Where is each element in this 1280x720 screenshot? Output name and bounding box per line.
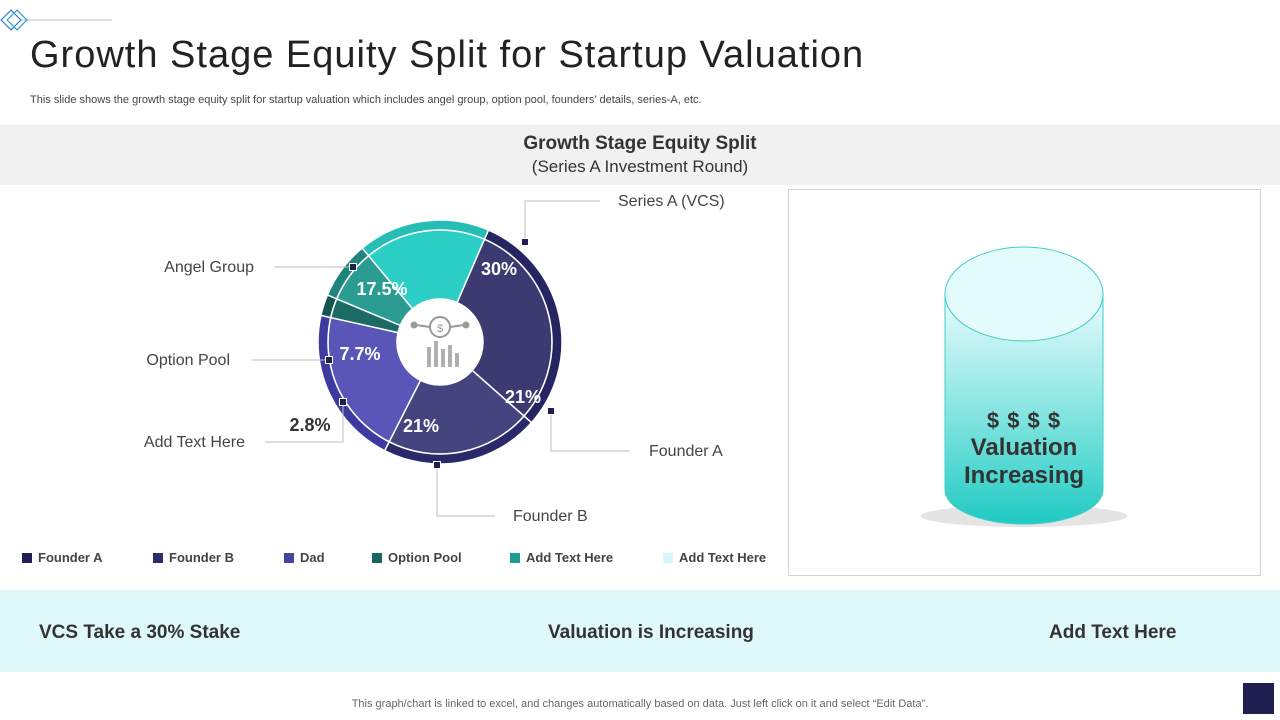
leader-line-add-text-here bbox=[265, 402, 344, 443]
legend-item-add-text-1: Add Text Here bbox=[510, 550, 613, 565]
equity-donut-chart[interactable]: Series A (VCS) 30% Founder A 21% Founder B 21… bbox=[0, 185, 790, 585]
value-label-founder-a: 21% bbox=[505, 387, 541, 407]
value-label-series-a-vcs: 30% bbox=[481, 259, 517, 279]
chart-legend: Founder A Founder B Dad Option Pool Add … bbox=[22, 550, 792, 570]
valuation-panel: $ $ $ $ Valuation Increasing bbox=[788, 189, 1261, 576]
leader-line-series-a-vcs bbox=[524, 200, 600, 242]
value-label-founder-b: 21% bbox=[403, 416, 439, 436]
corner-square bbox=[1243, 683, 1274, 714]
stat-add-text: Add Text Here bbox=[1049, 622, 1177, 643]
dollar-signs: $ $ $ $ bbox=[986, 408, 1062, 433]
legend-label: Add Text Here bbox=[679, 550, 767, 565]
cylinder-label: $ $ $ $ Valuation Increasing bbox=[919, 408, 1129, 490]
valuation-line-2: Increasing bbox=[963, 462, 1085, 489]
callout-option-pool: Option Pool bbox=[146, 352, 230, 369]
cylinder-graphic bbox=[921, 246, 1127, 527]
callout-series-a-vcs: Series A (VCS) bbox=[618, 193, 725, 210]
legend-swatch bbox=[22, 552, 32, 563]
svg-text:$: $ bbox=[437, 323, 443, 335]
callout-founder-b: Founder B bbox=[513, 508, 588, 525]
legend-item-founder-b: Founder B bbox=[153, 550, 234, 565]
value-label-option-pool: 7.7% bbox=[339, 344, 380, 364]
legend-item-dad: Dad bbox=[284, 550, 325, 565]
callout-angel-group: Angel Group bbox=[164, 259, 254, 276]
legend-swatch bbox=[372, 552, 382, 563]
value-label-angel-group: 17.5% bbox=[356, 279, 407, 299]
donut-hole bbox=[397, 299, 483, 385]
valuation-line-1: Valuation bbox=[970, 434, 1078, 461]
money-chart-icon: $ bbox=[410, 316, 470, 367]
page-title: Growth Stage Equity Split for Startup Va… bbox=[30, 34, 865, 76]
leader-dot-founder-a bbox=[547, 407, 555, 415]
stat-valuation: Valuation is Increasing bbox=[548, 622, 754, 643]
slice-ring-angel-group bbox=[361, 219, 490, 257]
legend-label: Add Text Here bbox=[526, 550, 614, 565]
legend-item-option-pool: Option Pool bbox=[372, 550, 462, 565]
leader-dot-add-text-here bbox=[339, 398, 347, 406]
legend-swatch bbox=[284, 552, 294, 563]
legend-label: Founder B bbox=[169, 550, 234, 565]
legend-label: Option Pool bbox=[388, 550, 462, 565]
legend-swatch bbox=[153, 552, 163, 563]
leader-line-founder-a bbox=[550, 411, 630, 452]
stats-band bbox=[0, 590, 1280, 672]
chart-subtitle: (Series A Investment Round) bbox=[531, 157, 749, 176]
legend-label: Dad bbox=[300, 550, 325, 565]
leader-dot-founder-b bbox=[433, 461, 441, 469]
leader-dot-angel-group bbox=[349, 263, 357, 271]
callout-founder-a: Founder A bbox=[649, 443, 723, 460]
callout-add-text-here: Add Text Here bbox=[144, 434, 245, 451]
legend-swatch bbox=[663, 552, 673, 563]
legend-item-founder-a: Founder A bbox=[22, 550, 103, 565]
corner-logo-icon bbox=[0, 9, 112, 31]
leader-dot-option-pool bbox=[325, 356, 333, 364]
footer-note: This graph/chart is linked to excel, and… bbox=[351, 698, 929, 710]
page-subtitle: This slide shows the growth stage equity… bbox=[30, 94, 702, 106]
chart-header-band bbox=[0, 125, 1280, 185]
legend-label: Founder A bbox=[38, 550, 103, 565]
value-label-add-text-here: 2.8% bbox=[289, 415, 330, 435]
stat-vcs-stake: VCS Take a 30% Stake bbox=[39, 622, 241, 643]
chart-title[interactable]: Growth Stage Equity Split bbox=[523, 133, 757, 154]
legend-item-add-text-2: Add Text Here bbox=[663, 550, 766, 565]
legend-swatch bbox=[510, 552, 520, 563]
leader-dot-series-a-vcs bbox=[521, 238, 529, 246]
leader-line-founder-b bbox=[436, 465, 495, 517]
